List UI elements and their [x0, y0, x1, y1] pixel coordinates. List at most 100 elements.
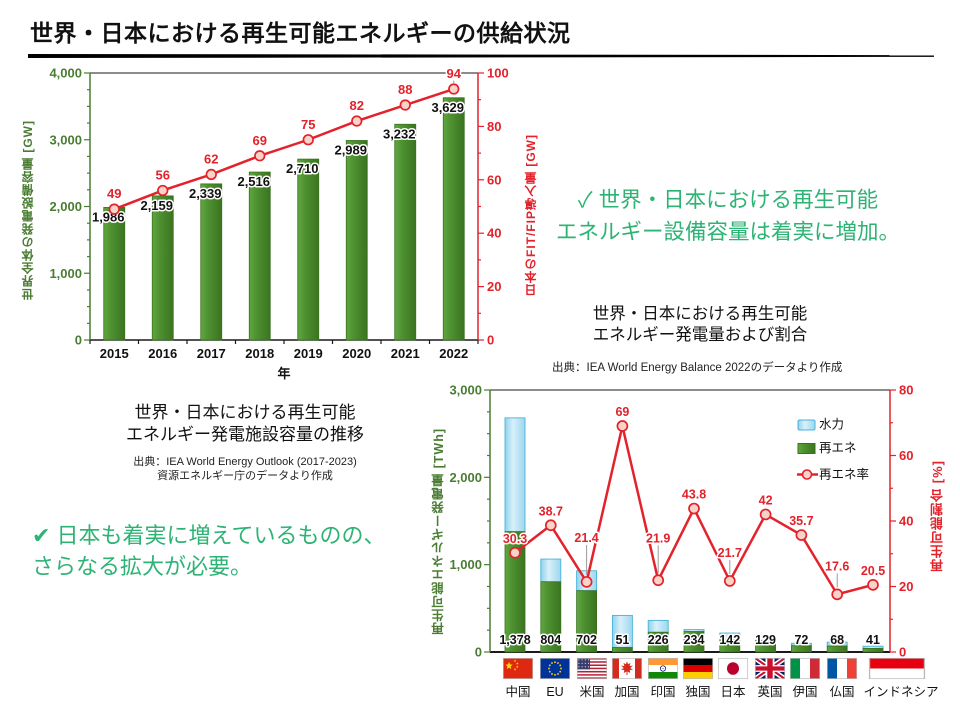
svg-text:42: 42 [759, 493, 773, 507]
svg-text:129: 129 [755, 633, 776, 647]
svg-text:35.7: 35.7 [789, 514, 813, 528]
svg-text:米国: 米国 [579, 685, 604, 699]
svg-text:49: 49 [107, 186, 121, 201]
chart1-x-labels: 2015 2016 2017 2018 2019 2020 2021 2022 年 [100, 346, 468, 381]
chart1-source: 出典：IEA World Energy Outlook (2017-2023) … [75, 456, 415, 484]
svg-text:21.9: 21.9 [646, 531, 670, 545]
svg-text:21.4: 21.4 [574, 531, 598, 545]
title-underline [28, 54, 934, 58]
svg-text:43.8: 43.8 [682, 488, 706, 502]
svg-text:インドネシア: インドネシア [863, 685, 938, 699]
svg-text:0: 0 [75, 333, 82, 348]
chart1-bar-labels: 1,986 2,159 2,339 2,516 2,710 2,989 3,232 3,629 [90, 98, 465, 226]
svg-text:72: 72 [794, 633, 808, 647]
svg-text:2,339: 2,339 [189, 186, 222, 201]
flag-india-icon [647, 657, 679, 680]
svg-text:226: 226 [648, 633, 669, 647]
svg-text:1,986: 1,986 [92, 209, 125, 224]
chart1-caption-line2: エネルギー発電施設容量の推移 [126, 425, 364, 445]
svg-text:1,378: 1,378 [499, 633, 530, 647]
callout-japan: ✔ 日本も着実に増えているものの、 さらなる拡大が必要。 [32, 520, 385, 582]
svg-text:仏国: 仏国 [829, 685, 854, 699]
flag-china-icon [502, 657, 534, 680]
chart2-bars [504, 417, 884, 653]
svg-text:2016: 2016 [148, 346, 177, 361]
svg-text:75: 75 [301, 117, 315, 132]
svg-text:69: 69 [253, 133, 267, 148]
svg-text:3,000: 3,000 [49, 132, 82, 147]
flag-canada-icon [611, 657, 643, 680]
svg-text:804: 804 [540, 633, 561, 647]
legend-hydro-label: 水力 [819, 418, 844, 432]
svg-text:独国: 独国 [685, 685, 710, 699]
chart2-line: 30.3 38.7 21.4 69 21.9 43.8 21.7 42 35.7 17.6 20.5 [501, 404, 887, 601]
svg-text:69: 69 [615, 405, 629, 419]
flag-uk-icon [754, 657, 786, 680]
svg-text:4,000: 4,000 [49, 66, 82, 81]
svg-text:1,000: 1,000 [449, 557, 482, 572]
svg-text:2,000: 2,000 [449, 470, 482, 485]
svg-text:2,516: 2,516 [237, 174, 270, 189]
legend-rate-label: 再エネ率 [819, 467, 869, 482]
svg-text:40: 40 [899, 514, 913, 529]
svg-text:3,629: 3,629 [431, 100, 464, 115]
callout-capacity-line2: エネルギー設備容量は着実に増加。 [555, 220, 900, 245]
svg-text:234: 234 [684, 633, 705, 647]
chart2-generation-by-country: 0 1,000 2,000 3,000 0 20 40 60 80 1,378 804 702 51 22… [428, 376, 960, 720]
flag-germany-icon [682, 657, 714, 680]
callout-japan-line2: さらなる拡大が必要。 [32, 554, 253, 580]
svg-text:2022: 2022 [439, 346, 468, 361]
svg-text:0: 0 [475, 645, 482, 660]
svg-text:2019: 2019 [294, 346, 323, 361]
svg-text:0: 0 [487, 333, 494, 348]
svg-text:41: 41 [866, 633, 880, 647]
chart2-svg: 0 1,000 2,000 3,000 0 20 40 60 80 1,378 804 702 51 22… [449, 383, 938, 700]
svg-text:62: 62 [204, 151, 218, 166]
chart1-svg: 0 1,000 2,000 3,000 4,000 0 20 40 60 80 100 1,986 2,… [49, 65, 509, 381]
svg-text:中国: 中国 [505, 684, 530, 699]
svg-text:82: 82 [350, 98, 364, 113]
flag-indonesia-icon [868, 657, 926, 680]
svg-text:40: 40 [487, 226, 501, 241]
svg-text:2,989: 2,989 [334, 142, 367, 157]
svg-text:38.7: 38.7 [539, 504, 563, 518]
svg-text:2017: 2017 [197, 346, 226, 361]
svg-text:30.3: 30.3 [503, 532, 527, 546]
svg-text:2015: 2015 [100, 346, 129, 361]
svg-text:702: 702 [576, 633, 597, 647]
flag-france-icon [826, 657, 858, 680]
callout-capacity-line1: ✓ 世界・日本における再生可能 [577, 188, 879, 212]
svg-text:20: 20 [487, 279, 501, 294]
svg-text:2020: 2020 [342, 346, 371, 361]
svg-text:100: 100 [487, 66, 509, 81]
chart2-title-line1: 世界・日本における再生可能 [592, 305, 808, 323]
chart1-bars [103, 97, 465, 341]
svg-text:51: 51 [615, 633, 629, 647]
svg-text:2,000: 2,000 [49, 199, 82, 214]
svg-text:0: 0 [899, 645, 906, 660]
svg-text:88: 88 [398, 82, 412, 97]
chart2-flags [502, 657, 926, 680]
svg-text:142: 142 [719, 633, 740, 647]
svg-text:伊国: 伊国 [792, 685, 817, 699]
callout-japan-line1: ✔ 日本も着実に増えているものの、 [32, 523, 386, 548]
svg-text:17.6: 17.6 [825, 559, 849, 573]
flag-eu-icon [539, 657, 571, 680]
svg-text:加国: 加国 [614, 685, 639, 699]
flag-japan-icon [717, 657, 749, 680]
chart2-value-labels: 1,378 804 702 51 226 234 142 129 72 68 41 [498, 632, 882, 649]
svg-text:68: 68 [830, 633, 844, 647]
chart1-caption-line1: 世界・日本における再生可能 [134, 403, 356, 422]
svg-text:3,000: 3,000 [449, 383, 482, 398]
chart2-title-line2: エネルギー発電量および割合 [592, 326, 808, 345]
svg-text:56: 56 [156, 167, 170, 182]
chart1-source-line2: 資源エネルギー庁のデータより作成 [157, 469, 333, 482]
flag-usa-icon [576, 657, 608, 680]
svg-text:94: 94 [447, 66, 462, 81]
chart2-country-labels: 中国 EU 米国 加国 印国 独国 日本 英国 伊国 仏国 インドネシア [505, 684, 938, 699]
chart1-caption: 世界・日本における再生可能 エネルギー発電施設容量の推移 [95, 402, 395, 447]
svg-text:3,232: 3,232 [383, 126, 416, 141]
svg-text:日本: 日本 [720, 685, 746, 699]
chart1-capacity-trend: 0 1,000 2,000 3,000 4,000 0 20 40 60 80 100 1,986 2,… [14, 62, 526, 398]
